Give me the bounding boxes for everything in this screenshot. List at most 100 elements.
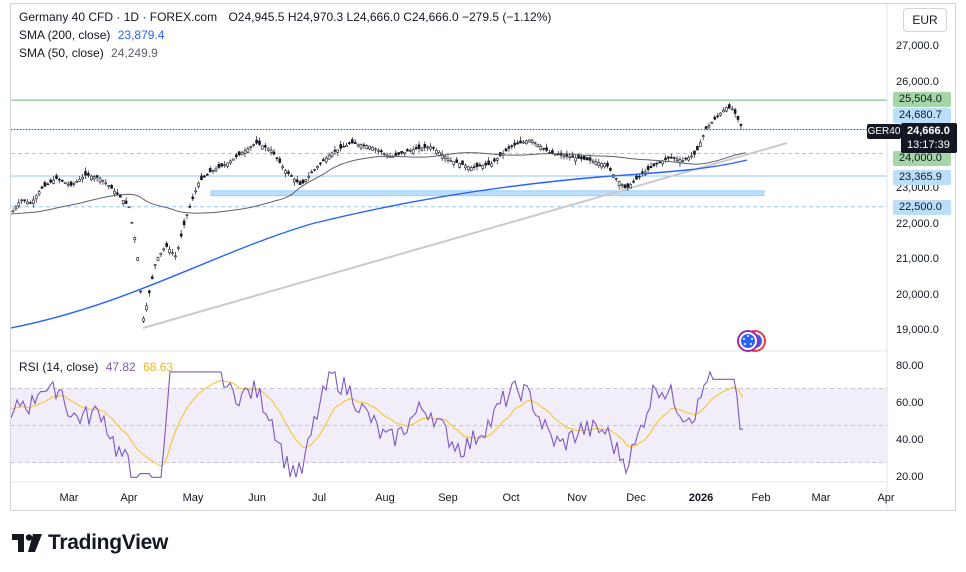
candle-body: [78, 178, 81, 182]
candle-body: [609, 168, 612, 171]
candle-body: [162, 248, 166, 251]
candle-body: [226, 162, 229, 167]
candle-body: [429, 146, 432, 150]
level-badge[interactable]: 24,000.0: [893, 151, 951, 166]
candle-body: [426, 146, 430, 149]
symbol-name[interactable]: Germany 40 CFD: [19, 10, 114, 24]
candle-body: [475, 162, 479, 167]
candle-body: [98, 177, 102, 183]
candle-body: [603, 163, 606, 168]
candle-body: [223, 164, 226, 167]
candle-body: [652, 163, 656, 166]
candle-body: [620, 184, 624, 187]
rsi-tick: 80.00: [896, 360, 924, 372]
candle-body: [458, 163, 461, 168]
candle-body: [739, 123, 743, 126]
rsi-tick: 20.00: [896, 471, 924, 483]
time-tick: Nov: [567, 492, 587, 504]
candle-body: [565, 154, 569, 157]
interval[interactable]: 1D: [123, 10, 140, 24]
level-badge[interactable]: 25,504.0: [893, 92, 951, 107]
candle-body: [324, 157, 328, 163]
candle-body: [374, 148, 377, 151]
candle-body: [466, 166, 470, 171]
candle-body: [220, 163, 224, 167]
rsi-ma-line: [11, 379, 744, 467]
candle-body: [200, 175, 203, 180]
sma200-line: [11, 159, 748, 329]
chart-frame[interactable]: Germany 40 CFD · 1D · FOREX.com O24,945.…: [10, 3, 957, 512]
candle-body: [455, 159, 459, 163]
level-badge[interactable]: 22,500.0: [893, 200, 951, 215]
candle-body: [75, 181, 79, 183]
sma50-label: SMA (50, close): [19, 46, 104, 60]
candle-body: [655, 162, 659, 165]
candle-body: [275, 157, 279, 159]
candle-body: [350, 139, 354, 144]
interval-sep: ·: [116, 10, 124, 24]
candle-body: [713, 116, 717, 120]
candle-body: [185, 214, 189, 216]
candle-body: [307, 175, 311, 178]
time-tick: Jul: [311, 492, 327, 504]
candle-body: [58, 178, 61, 181]
candle-body: [168, 249, 171, 253]
candle-body: [264, 145, 267, 148]
economic-event-icon[interactable]: [737, 330, 769, 352]
chart-canvas[interactable]: [11, 4, 957, 512]
time-tick: 2026: [688, 492, 714, 504]
candle-body: [203, 175, 206, 178]
symbol-legend[interactable]: Germany 40 CFD · 1D · FOREX.com O24,945.…: [19, 10, 551, 24]
candle-body: [400, 150, 403, 154]
candle-body: [249, 146, 253, 149]
candle-body: [356, 143, 360, 147]
candle-body: [484, 162, 488, 166]
rsi-label: RSI (14, close): [19, 360, 99, 374]
candle-body: [104, 182, 108, 185]
candle-body: [292, 178, 296, 183]
candle-body: [211, 169, 215, 172]
candle-body: [272, 151, 276, 155]
candle-body: [92, 176, 96, 180]
candle-body: [14, 206, 18, 210]
sma200-legend[interactable]: SMA (200, close) 23,879.4: [19, 28, 164, 42]
time-tick: Aug: [375, 492, 395, 504]
candle-body: [240, 152, 244, 156]
sma50-legend[interactable]: SMA (50, close) 24,249.9: [19, 46, 158, 60]
candle-body: [379, 150, 383, 153]
candle-body: [368, 145, 372, 150]
candle-body: [481, 165, 485, 169]
sma50-value: 24,249.9: [111, 46, 158, 60]
price-tick: 26,000.0: [896, 76, 939, 88]
tradingview-logo[interactable]: TradingView: [12, 530, 168, 556]
candle-body: [539, 145, 543, 150]
candle-body: [597, 162, 601, 166]
level-badge[interactable]: 23,365.9: [893, 170, 951, 185]
candle-body: [522, 141, 525, 144]
rsi-ma-value: 68.63: [143, 360, 174, 374]
candle-body: [255, 139, 258, 144]
price-tick: 27,000.0: [896, 40, 939, 52]
currency-button[interactable]: EUR: [903, 8, 947, 32]
rsi-legend[interactable]: RSI (14, close) 47.82 68.63: [19, 360, 173, 374]
candle-body: [495, 158, 499, 161]
candle-body: [437, 151, 441, 156]
candle-body: [594, 161, 598, 166]
candle-body: [229, 160, 232, 164]
candle-body: [345, 144, 348, 148]
time-tick: Apr: [120, 492, 138, 504]
moving-averages: [11, 152, 748, 329]
candle-body: [658, 161, 662, 164]
candle-body: [513, 142, 517, 146]
candle-body: [435, 149, 438, 154]
candle-body: [490, 163, 493, 167]
trendline: [142, 142, 788, 329]
candle-body: [635, 175, 638, 180]
candle-body: [672, 157, 676, 159]
time-tick: Oct: [502, 492, 520, 504]
candle-body: [417, 144, 421, 149]
candle-body: [246, 148, 250, 153]
candle-body: [243, 150, 247, 154]
candle-body: [600, 162, 604, 168]
level-badge[interactable]: 24,680.7: [893, 108, 951, 123]
